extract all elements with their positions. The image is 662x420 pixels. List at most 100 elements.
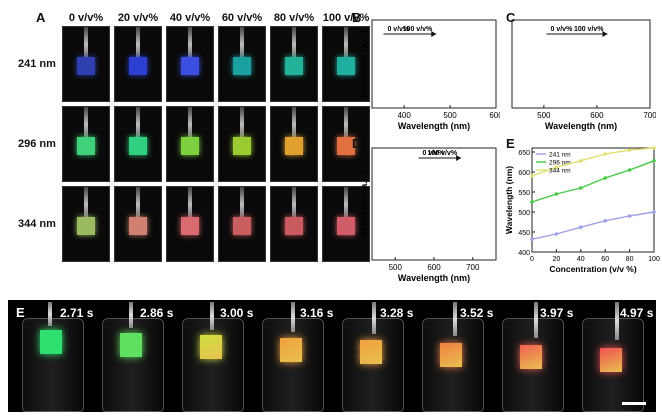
plot-frame [371,19,497,109]
tweezer-tip [210,302,214,330]
tweezer-tip [372,302,376,334]
legend-label: 241 nm [549,152,571,159]
film-sample [285,137,303,155]
y-tick-label: 650 [518,150,530,157]
x-tick-label: 40 [577,256,585,263]
sample-photo [62,106,110,182]
film-sample [233,137,251,155]
panel-label-b: B [352,10,362,25]
arrow-label-right: 100 v/v% [403,26,433,33]
x-tick-label: 60 [601,256,609,263]
arrow-label-left: 0 v/v% [387,26,410,33]
plot-frame [531,147,655,253]
data-point [627,214,632,218]
tweezer-tip [292,27,296,61]
x-axis-label: Wavelength (nm) [545,121,617,131]
sample-photo [114,106,162,182]
tweezer-tip [615,302,619,340]
x-tick-label: 500 [537,111,551,120]
panel-label-e-chart: E [506,136,515,151]
data-point [652,159,656,163]
y-tick-label: 500 [518,210,530,217]
x-tick-label: 100 [648,256,660,263]
x-axis-label: Wavelength (nm) [398,273,470,283]
plot-frame [511,19,651,109]
sample-photo [62,186,110,262]
x-axis-label: Wavelength (nm) [398,121,470,131]
tweezer-tip [188,187,192,221]
tweezer-tip [291,302,295,332]
data-point [530,237,534,241]
data-point [579,225,583,229]
plot-frame [371,147,497,261]
tweezer-tip [84,27,88,61]
sample-photo [322,106,370,182]
legend-label: 296 nm [549,160,571,167]
data-point [603,176,607,180]
film-sample [337,137,355,155]
sample-photo [218,26,266,102]
chart-b: 400 500 600 Wavelength (nm) Reflection (a.u.… [350,14,500,139]
film-sample [181,137,199,155]
film-sample [77,137,95,155]
tweezer-tip [344,27,348,61]
legend-label: 344 nm [549,168,571,175]
tweezer-tip [534,302,538,338]
x-tick-label: 600 [489,111,500,120]
tweezer-tip [453,302,457,336]
sample-photo [218,106,266,182]
film-sample [285,57,303,75]
arrow-head [431,31,437,37]
x-tick-label: 0 [530,256,534,263]
tweezer-tip [344,187,348,221]
x-tick-label: 700 [466,263,480,272]
y-tick-label: 550 [518,190,530,197]
arrow-label-right: 100 v/v% [574,26,604,33]
glass-vial [262,318,324,412]
sample-photo [166,26,214,102]
film-sample [285,217,303,235]
film-sample [233,217,251,235]
data-point [652,146,656,150]
x-tick-label: 500 [443,111,457,120]
x-tick-label: 700 [643,111,656,120]
data-point [579,159,583,163]
film-sample [77,217,95,235]
time-label: 3.00 s [220,306,254,320]
panel-label-e-strip: E [16,305,25,320]
time-label: 3.52 s [460,306,494,320]
x-tick-label: 600 [427,263,441,272]
arrow-label-left: 0 v/v% [423,150,446,157]
tweezer-tip [240,107,244,141]
tweezer-tip [188,107,192,141]
x-tick-label: 80 [626,256,634,263]
sample-photo [270,26,318,102]
x-tick-label: 500 [389,263,403,272]
column-header: 0 v/v% [68,12,104,24]
y-tick-label: 450 [518,230,530,237]
chart-e: 400 450 500 550 600 650 0 20 40 60 80 100 Concentrat… [504,140,660,290]
sample-photo [322,186,370,262]
time-label: 3.16 s [300,306,334,320]
data-point [579,186,583,190]
series-line [531,211,655,240]
chart-c: 500 600 700 Wavelength (nm) 0 v/v% 100 v/v% [504,14,656,139]
tweezer-tip [84,107,88,141]
tweezer-tip [48,302,52,326]
data-point [603,152,607,156]
film-sample [520,345,542,369]
film-sample [129,217,147,235]
film-sample [200,335,222,359]
film-sample [129,137,147,155]
y-axis-label: Reflection (a.u.) [359,30,369,98]
series-line [531,147,655,177]
sample-photo [166,106,214,182]
chart-d: 500 600 700 Wavelength (nm) Reflection (a.u.… [350,140,500,290]
panel-label-d: D [352,136,362,151]
film-sample [77,57,95,75]
film-sample [337,217,355,235]
film-sample [129,57,147,75]
sample-photo [62,26,110,102]
y-tick-label: 400 [518,250,530,257]
row-header: 296 nm [18,138,56,150]
